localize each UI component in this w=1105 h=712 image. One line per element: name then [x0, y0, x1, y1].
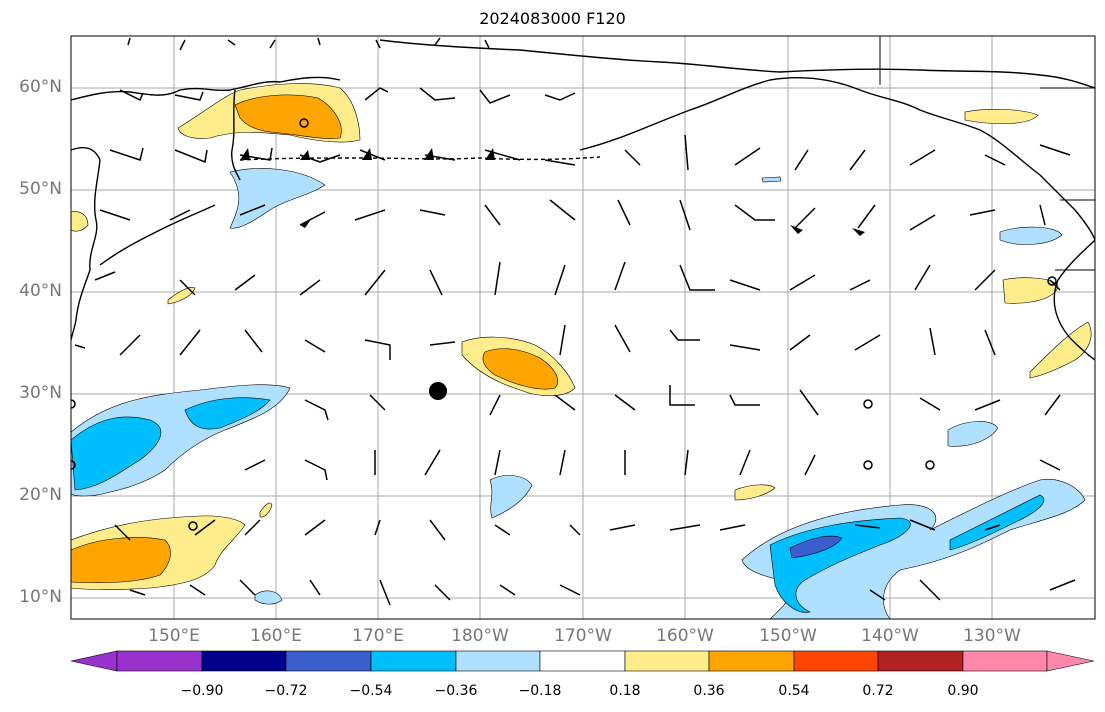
- anomaly-blue-small-5: [761, 176, 782, 183]
- lat-label: 40°N: [19, 281, 62, 301]
- colorbar-extend-high: [1046, 650, 1095, 672]
- positive-anomaly-regions: [71, 83, 1092, 590]
- colorbar-tick-label: −0.36: [434, 683, 478, 699]
- colorbar-tick-label: 0.72: [862, 683, 894, 699]
- anomaly-blue-small-2: [999, 226, 1063, 245]
- lon-label: 180°W: [451, 626, 509, 646]
- colorbar: [70, 650, 1095, 672]
- anomaly-yellow-west-edge: [71, 211, 89, 232]
- anomaly-yellow-bc: [964, 109, 1039, 124]
- storm-center-marker: [429, 382, 447, 400]
- coast-arctic: [379, 39, 1095, 89]
- anomaly-blue-small-1: [947, 421, 999, 447]
- colorbar-tick-label: 0.54: [778, 683, 810, 699]
- anomaly-orange-southwest: [71, 537, 171, 584]
- map-frame: [70, 35, 1096, 620]
- gridlines: [71, 36, 1095, 619]
- colorbar-tick-label: −0.54: [349, 683, 393, 699]
- colorbar-tick-label: 0.90: [947, 683, 979, 699]
- calm-wind-circles: [71, 118, 1057, 531]
- lon-label: 170°E: [352, 626, 404, 646]
- filled-pennants: [240, 148, 865, 236]
- lon-label: 160°W: [656, 626, 714, 646]
- anomaly-blue-west-core: [71, 397, 271, 491]
- anomaly-yellow-california: [1029, 321, 1092, 379]
- political-borders: [879, 36, 1095, 271]
- lat-label: 20°N: [19, 485, 62, 505]
- anomaly-yellow-small-1: [167, 287, 196, 305]
- anomaly-yellow-oregon: [1002, 277, 1059, 304]
- anomaly-blue-small-3: [489, 475, 533, 519]
- colorbar-tick-label: −0.18: [518, 683, 562, 699]
- colorbar-tick-label: −0.72: [264, 683, 308, 699]
- coast-kuril: [99, 204, 216, 266]
- lon-label: 160°E: [250, 626, 302, 646]
- colorbar-tick-label: 0.36: [693, 683, 725, 699]
- anomaly-indigo-core: [789, 535, 843, 559]
- map-title: 2024083000 F120: [479, 9, 626, 28]
- anomaly-blue-east-core: [769, 494, 1045, 613]
- anomaly-orange-central: [482, 348, 559, 390]
- colorbar-tick-label: 0.18: [609, 683, 641, 699]
- lon-label: 140°W: [861, 626, 919, 646]
- lat-label: 50°N: [19, 179, 62, 199]
- anomaly-blue-east-tropics: [741, 478, 1086, 619]
- coast-okhotsk: [71, 147, 101, 341]
- coast-kamchatka: [230, 89, 241, 181]
- coast-west-coast-na: [1053, 239, 1095, 361]
- lon-label: 130°W: [963, 626, 1021, 646]
- colorbar-tick-label: −0.90: [180, 683, 224, 699]
- anomaly-orange-kamchatka: [234, 94, 342, 139]
- lat-label: 10°N: [19, 587, 62, 607]
- lat-label: 60°N: [19, 77, 62, 97]
- colorbar-extend-low: [70, 650, 118, 672]
- anomaly-blue-aleutian: [229, 168, 326, 229]
- map-area: [71, 36, 1095, 619]
- wind-barbs: [74, 37, 1076, 606]
- lon-label: 170°W: [554, 626, 612, 646]
- lat-label: 30°N: [19, 383, 62, 403]
- negative-anomaly-regions: [71, 168, 1086, 619]
- coast-alaska: [579, 76, 1095, 241]
- lon-label: 150°E: [148, 626, 200, 646]
- lon-label: 150°W: [759, 626, 817, 646]
- anomaly-yellow-hawaii: [734, 484, 776, 501]
- anomaly-blue-small-4: [254, 590, 283, 605]
- anomaly-yellow-small-2: [259, 502, 273, 518]
